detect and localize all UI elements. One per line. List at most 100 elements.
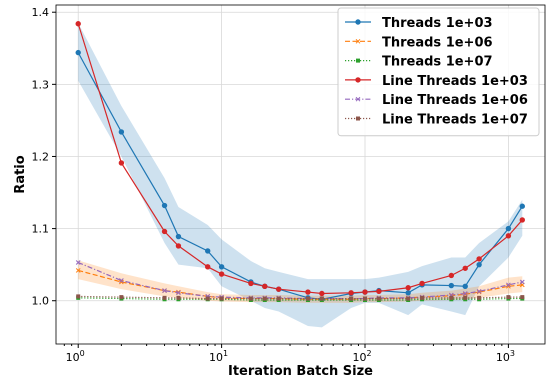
data-point: [355, 96, 361, 102]
data-point: [219, 296, 224, 301]
data-point: [205, 248, 211, 254]
data-point: [119, 295, 124, 300]
data-point-stroke: [462, 291, 468, 297]
data-point: [476, 289, 482, 295]
data-point-stroke: [355, 38, 361, 44]
x-tick-base: 10: [209, 351, 223, 364]
data-point: [162, 295, 167, 300]
data-point: [519, 279, 525, 285]
data-point: [175, 243, 182, 249]
data-point-stroke: [476, 288, 482, 294]
legend: Threads 1e+03 Threads 1e+06 Threads 1e+07 L…: [337, 7, 540, 137]
data-point: [305, 289, 311, 295]
data-point: [462, 291, 468, 296]
x-tick-base: 10: [496, 351, 510, 364]
data-point: [506, 295, 511, 300]
data-point: [355, 77, 361, 83]
data-point: [477, 295, 482, 300]
legend-label: Threads 1e+03: [382, 16, 493, 31]
x-tick-label: 101: [209, 349, 228, 364]
data-point: [248, 296, 253, 301]
x-tick-exponent: 2: [366, 349, 371, 358]
data-point-stroke: [119, 279, 124, 285]
data-point: [262, 283, 268, 289]
x-tick-label: 102: [352, 349, 371, 364]
data-point-stroke: [462, 291, 468, 296]
data-point: [75, 49, 81, 56]
y-tick-label: 1.0: [32, 295, 50, 308]
data-point-stroke: [75, 268, 81, 273]
data-point: [463, 295, 468, 300]
data-point: [449, 295, 454, 300]
y-tick-label: 1.3: [32, 78, 50, 91]
data-point: [348, 290, 354, 296]
data-point-stroke: [476, 289, 482, 295]
legend-label: Line Threads 1e+03: [382, 74, 528, 89]
data-point: [205, 296, 210, 301]
data-point: [319, 296, 324, 301]
data-point-stroke: [506, 283, 511, 289]
legend-label: Threads 1e+06: [382, 35, 493, 50]
data-point-stroke: [176, 289, 181, 295]
data-point: [275, 286, 282, 292]
data-point: [362, 289, 368, 295]
data-point: [75, 21, 81, 27]
data-point: [405, 290, 411, 296]
y-tick-label: 1.2: [32, 150, 50, 163]
data-point: [419, 280, 425, 287]
data-point: [505, 225, 512, 232]
data-point: [305, 296, 310, 301]
x-tick-exponent: 1: [223, 349, 228, 358]
x-tick-base: 10: [352, 351, 366, 364]
data-point: [218, 271, 225, 277]
data-point: [356, 58, 360, 63]
y-axis-ticks: 1.0 1.1 1.2 1.3 1.4: [32, 6, 56, 308]
data-point-stroke: [119, 278, 124, 283]
data-point: [162, 288, 167, 293]
x-tick-label: 103: [496, 349, 515, 364]
data-point: [118, 160, 125, 166]
data-point: [75, 268, 81, 273]
data-point: [161, 228, 168, 235]
series-markers: [75, 21, 525, 303]
data-point: [276, 296, 281, 301]
data-point: [505, 233, 512, 239]
data-point: [248, 280, 254, 287]
data-point: [420, 295, 425, 300]
data-point-stroke: [355, 96, 361, 102]
data-point: [476, 256, 482, 262]
y-tick-label: 1.4: [32, 6, 50, 19]
data-point: [319, 290, 325, 297]
data-point: [356, 116, 360, 121]
legend-label: Line Threads 1e+07: [382, 113, 528, 128]
y-axis-label: Ratio: [13, 155, 28, 193]
data-point-stroke: [506, 282, 511, 288]
data-point: [462, 265, 468, 271]
data-point-stroke: [519, 279, 525, 285]
x-tick-exponent: 3: [510, 349, 515, 358]
legend-label: Threads 1e+07: [382, 55, 493, 70]
legend-label: Line Threads 1e+06: [382, 93, 528, 108]
data-point: [262, 296, 267, 301]
data-point: [176, 295, 181, 300]
x-tick-label: 100: [66, 349, 85, 364]
data-point: [506, 282, 511, 288]
data-point: [506, 283, 511, 289]
plot-frame: [55, 4, 546, 345]
data-point: [349, 296, 354, 301]
data-point: [376, 288, 382, 295]
data-point: [355, 38, 361, 44]
data-point: [119, 279, 124, 285]
data-point: [76, 294, 81, 299]
x-tick-exponent: 0: [80, 349, 85, 358]
confidence-bands: [78, 23, 523, 328]
data-point: [519, 203, 525, 209]
data-point: [119, 278, 124, 283]
data-point: [376, 296, 381, 301]
data-point: [218, 264, 225, 270]
data-point: [448, 272, 455, 279]
data-point: [406, 296, 411, 301]
data-point: [118, 129, 125, 135]
data-point-stroke: [162, 288, 167, 293]
